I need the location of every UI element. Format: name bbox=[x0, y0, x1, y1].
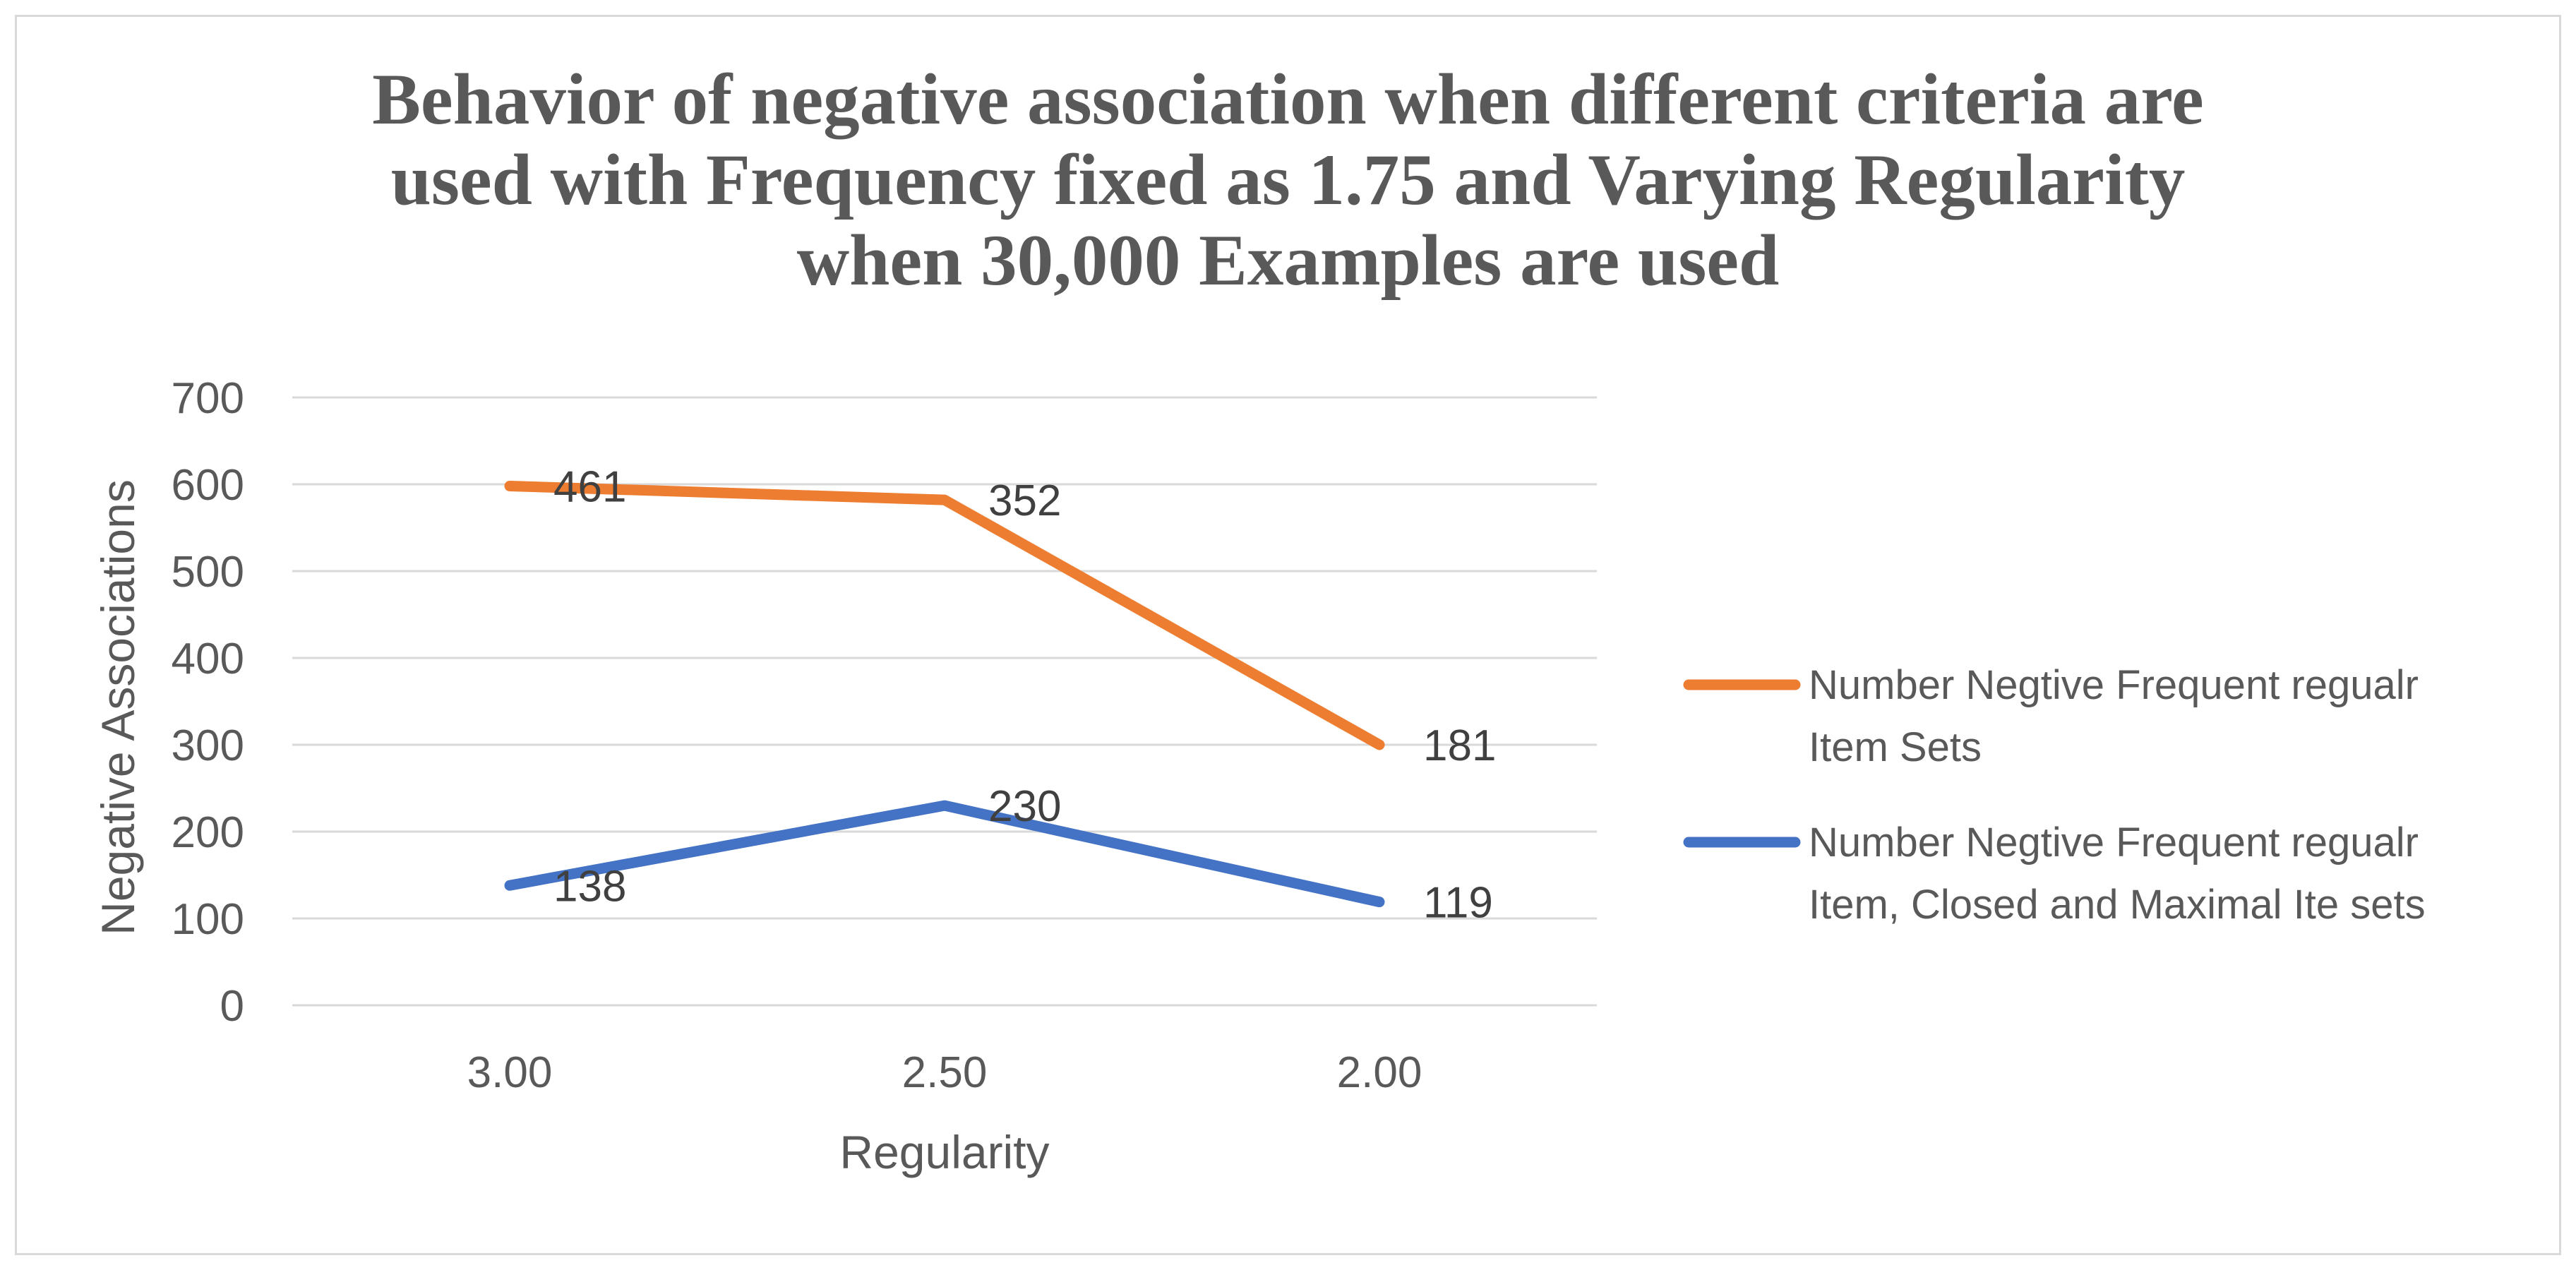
y-axis-title: Negative Associations bbox=[92, 479, 144, 935]
legend-label: Number Negtive Frequent regualr bbox=[1809, 662, 2419, 708]
legend: Number Negtive Frequent regualr Item Sets… bbox=[1683, 662, 2426, 928]
data-labels: 461 352 181 138 230 119 bbox=[553, 462, 1496, 927]
x-tick-label: 3.00 bbox=[467, 1048, 553, 1097]
y-tick-label: 100 bbox=[172, 895, 244, 944]
x-axis-title: Regularity bbox=[839, 1126, 1049, 1178]
series-lines bbox=[504, 480, 1385, 908]
y-tick-label: 500 bbox=[172, 548, 244, 597]
data-label: 138 bbox=[553, 862, 626, 911]
y-tick-label: 400 bbox=[172, 635, 244, 683]
chart-title-line-1: Behavior of negative association when di… bbox=[372, 59, 2204, 140]
x-tick-label: 2.50 bbox=[902, 1048, 988, 1097]
y-tick-label: 300 bbox=[172, 721, 244, 770]
legend-label: Number Negtive Frequent regualr bbox=[1809, 820, 2419, 865]
chart-title-line-3: when 30,000 Examples are used bbox=[796, 220, 1780, 301]
series-line bbox=[504, 800, 1385, 908]
y-axis-ticks: 0 100 200 300 400 500 600 700 bbox=[172, 374, 244, 1031]
data-label: 181 bbox=[1423, 721, 1496, 770]
x-axis-ticks: 3.00 2.50 2.00 bbox=[467, 1048, 1422, 1097]
y-tick-label: 600 bbox=[172, 461, 244, 510]
y-tick-label: 0 bbox=[220, 982, 244, 1031]
legend-label: Item, Closed and Maximal Ite sets bbox=[1809, 882, 2426, 928]
y-tick-label: 200 bbox=[172, 808, 244, 857]
chart-frame bbox=[15, 15, 2561, 1255]
chart-title: Behavior of negative association when di… bbox=[0, 59, 2576, 301]
chart-title-line-2: used with Frequency fixed as 1.75 and Va… bbox=[390, 140, 2186, 220]
y-tick-label: 700 bbox=[172, 374, 244, 423]
legend-label: Item Sets bbox=[1809, 724, 1982, 770]
data-label: 119 bbox=[1423, 879, 1493, 928]
data-label: 461 bbox=[553, 462, 626, 511]
data-label: 230 bbox=[988, 782, 1061, 831]
data-label: 352 bbox=[988, 477, 1061, 525]
gridlines bbox=[292, 396, 1597, 1007]
x-tick-label: 2.00 bbox=[1337, 1048, 1422, 1097]
series-line bbox=[504, 480, 1385, 750]
